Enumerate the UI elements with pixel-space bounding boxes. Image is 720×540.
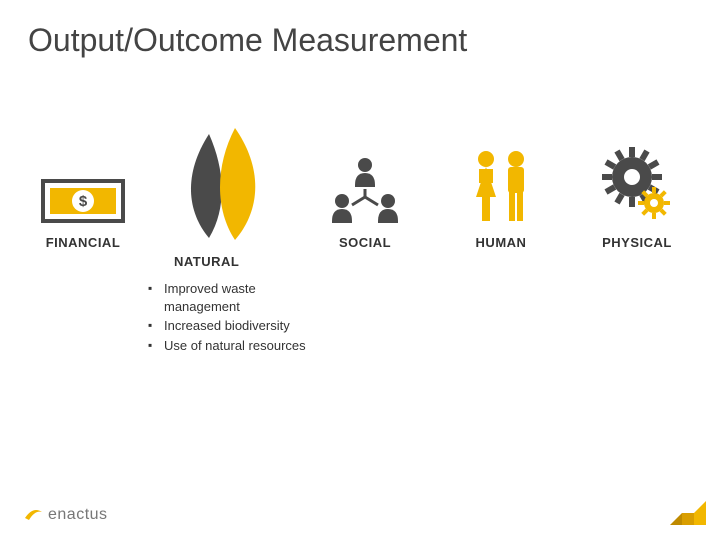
category-label-social: SOCIAL: [339, 235, 391, 250]
chevron-icon: [670, 499, 706, 530]
people-group-icon: [322, 155, 408, 227]
category-label-natural: NATURAL: [174, 254, 239, 269]
category-physical: PHYSICAL: [582, 145, 692, 250]
gear-icon: [596, 145, 678, 227]
slide: Output/Outcome Measurement $ FINANCIAL: [0, 0, 720, 540]
category-natural: [164, 120, 284, 250]
category-human: HUMAN: [446, 149, 556, 250]
list-item: Use of natural resources: [148, 337, 318, 355]
money-icon: $: [40, 175, 126, 227]
svg-text:$: $: [79, 193, 88, 210]
category-icons-row: $ FINANCIAL: [28, 120, 692, 250]
brand-wordmark: enactus: [48, 506, 108, 524]
category-label-physical: PHYSICAL: [602, 235, 672, 250]
category-financial: $ FINANCIAL: [28, 175, 138, 250]
list-item: Increased biodiversity: [148, 317, 318, 335]
natural-bullets: Improved waste management Increased biod…: [148, 280, 318, 356]
brand-logo: enactus: [22, 504, 108, 526]
category-label-human: HUMAN: [476, 235, 527, 250]
list-item: Improved waste management: [148, 280, 318, 315]
page-title: Output/Outcome Measurement: [28, 22, 467, 59]
swoosh-icon: [22, 504, 44, 526]
category-social: SOCIAL: [310, 155, 420, 250]
human-pair-icon: [462, 149, 540, 227]
category-label-financial: FINANCIAL: [46, 235, 121, 250]
leaf-icon: [169, 120, 279, 250]
